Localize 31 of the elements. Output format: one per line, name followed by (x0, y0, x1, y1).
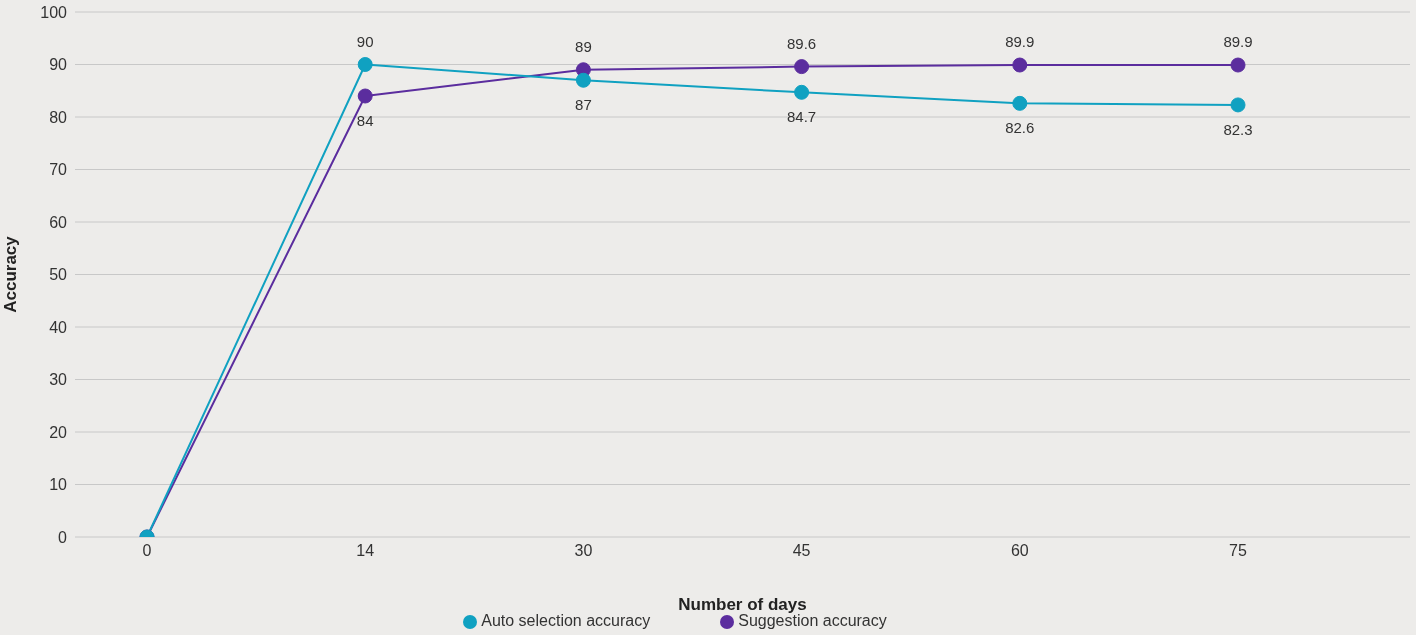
y-tick-label: 20 (49, 423, 68, 441)
x-tick-label: 30 (574, 542, 593, 560)
y-tick-label: 60 (49, 213, 68, 231)
x-tick-label: 75 (1229, 542, 1247, 560)
data-label: 89.9 (1005, 33, 1035, 51)
data-label: 82.6 (1005, 119, 1035, 137)
legend-label: Suggestion accuracy (738, 612, 887, 629)
data-label: 84 (356, 112, 374, 129)
x-axis-title: Number of days (678, 595, 807, 614)
x-tick-label: 14 (356, 542, 375, 560)
x-tick-label: 0 (142, 542, 152, 560)
y-axis-title: Accuracy (1, 235, 21, 313)
data-label: 87 (575, 96, 592, 114)
data-label: 89.9 (1223, 33, 1253, 51)
y-tick-label: 70 (49, 161, 68, 179)
y-tick-label: 80 (49, 108, 68, 126)
data-label: 90 (356, 32, 374, 50)
y-tick-label: 50 (49, 266, 68, 284)
y-tick-label: 40 (49, 318, 68, 336)
y-tick-label: 30 (49, 371, 68, 389)
data-label: 89 (575, 37, 592, 55)
legend-label: Auto selection accuracy (481, 612, 651, 629)
y-tick-label: 100 (40, 3, 68, 21)
data-label: 89.6 (787, 34, 817, 52)
y-tick-label: 10 (49, 476, 68, 494)
x-tick-label: 45 (792, 542, 811, 560)
y-tick-label: 90 (49, 56, 68, 74)
data-label: 84.7 (787, 108, 817, 126)
y-tick-label: 0 (58, 528, 68, 546)
data-label: 82.3 (1223, 120, 1253, 138)
x-tick-label: 60 (1010, 542, 1029, 560)
